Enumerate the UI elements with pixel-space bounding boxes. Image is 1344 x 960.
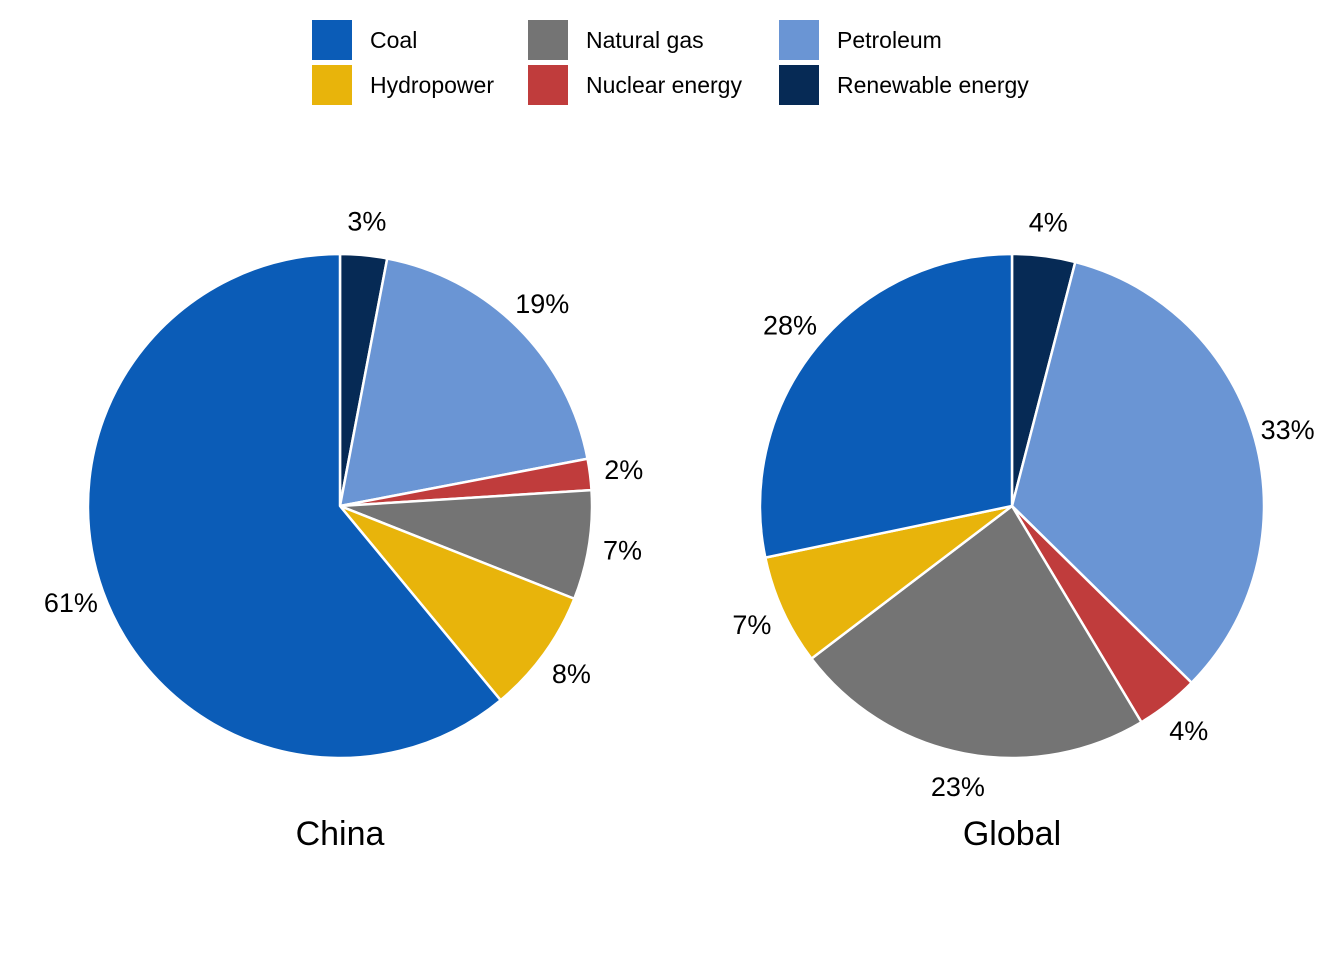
pie-title-global: Global — [963, 815, 1061, 853]
slice-label-global-renewable-energy: 4% — [1029, 207, 1068, 237]
legend-label-hydropower: Hydropower — [370, 71, 494, 98]
pie-global: 4% 33% 4% 23% 7% 28% Global — [732, 207, 1314, 853]
slice-label-global-coal: 28% — [763, 311, 817, 341]
legend-label-coal: Coal — [370, 26, 418, 53]
legend-swatch-coal — [312, 20, 352, 60]
legend-item-petroleum: Petroleum — [779, 20, 942, 60]
legend-swatch-petroleum — [779, 20, 819, 60]
slice-label-china-coal: 61% — [44, 588, 98, 618]
pie-title-china: China — [296, 815, 385, 853]
legend-item-hydropower: Hydropower — [312, 65, 494, 105]
slice-label-china-renewable-energy: 3% — [347, 206, 386, 236]
legend-swatch-hydropower — [312, 65, 352, 105]
legend-swatch-natural-gas — [528, 20, 568, 60]
legend-swatch-renewable-energy — [779, 65, 819, 105]
slice-label-global-nuclear-energy: 4% — [1169, 716, 1208, 746]
slice-label-china-petroleum: 19% — [515, 289, 569, 319]
slice-label-global-hydropower: 7% — [732, 610, 771, 640]
pie-slice-global-petroleum — [1010, 260, 1266, 685]
slice-label-china-hydropower: 8% — [552, 659, 591, 689]
legend-item-nuclear-energy: Nuclear energy — [528, 65, 742, 105]
pie-slice-global-hydropower — [764, 504, 1014, 660]
slice-label-global-natural-gas: 23% — [931, 772, 985, 802]
pie-slice-china-petroleum — [338, 257, 589, 508]
legend-item-natural-gas: Natural gas — [528, 20, 704, 60]
slice-label-global-petroleum: 33% — [1261, 415, 1315, 445]
chart-legend: Coal Natural gas Petroleum Hydropower Nu… — [0, 0, 1344, 120]
legend-label-renewable-energy: Renewable energy — [837, 71, 1029, 98]
pie-slice-global-natural-gas — [810, 504, 1143, 760]
legend-label-petroleum: Petroleum — [837, 26, 942, 53]
legend-swatch-nuclear-energy — [528, 65, 568, 105]
pie-slice-china-coal — [86, 252, 502, 760]
pie-slice-global-coal — [758, 252, 1014, 559]
legend-label-nuclear-energy: Nuclear energy — [586, 71, 742, 98]
legend-label-natural-gas: Natural gas — [586, 26, 704, 53]
legend-item-coal: Coal — [312, 20, 417, 60]
slice-label-china-natural-gas: 7% — [603, 536, 642, 566]
pie-slice-china-hydropower — [338, 504, 576, 702]
pie-slice-china-natural-gas — [338, 488, 594, 601]
slice-label-china-nuclear-energy: 2% — [604, 455, 643, 485]
pie-china: 3% 19% 2% 7% 8% 61% China — [44, 206, 643, 853]
legend-item-renewable-energy: Renewable energy — [779, 65, 1029, 105]
